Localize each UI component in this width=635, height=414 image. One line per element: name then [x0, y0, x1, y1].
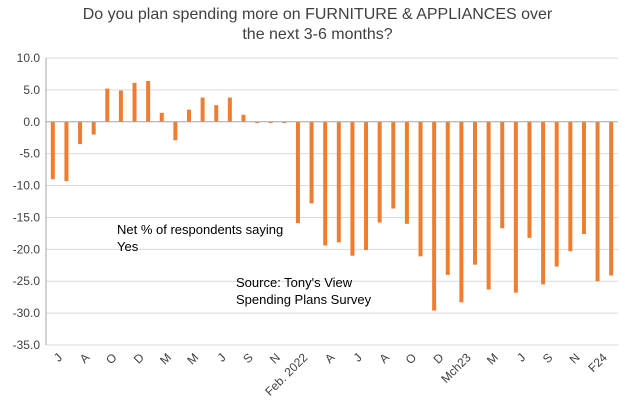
respondents-note: Net % of respondents saying Yes [117, 221, 283, 255]
bar [486, 121, 491, 290]
bar [227, 97, 232, 122]
bar [554, 121, 559, 267]
bar [146, 80, 151, 122]
y-tick-label: 10.0 [17, 51, 41, 65]
x-tick-label: O [403, 350, 420, 367]
x-tick-label: N [567, 350, 583, 366]
x-tick-label: A [77, 350, 93, 366]
bar [159, 112, 164, 122]
bar [609, 121, 614, 276]
x-tick-label: O [103, 350, 120, 367]
bar [350, 121, 355, 256]
bar [255, 121, 260, 124]
y-tick-label: -10.0 [13, 179, 41, 193]
x-tick-label: J [214, 350, 228, 364]
bar [418, 121, 423, 257]
bar [214, 105, 219, 122]
x-tick-label: J [351, 350, 365, 364]
bar [581, 121, 586, 235]
bar [445, 121, 450, 275]
chart-title-line-2: the next 3-6 months? [242, 26, 393, 43]
bar [336, 121, 341, 243]
y-tick-label: 0.0 [23, 115, 40, 129]
bar [241, 114, 246, 122]
x-tick-label: D [131, 350, 147, 366]
y-tick-label: -5.0 [19, 147, 40, 161]
y-tick-label: -30.0 [13, 306, 41, 320]
respondents-note-line-1: Net % of respondents saying [117, 222, 284, 237]
bar [295, 121, 300, 224]
bar [459, 121, 464, 303]
bar [513, 121, 518, 293]
bar [473, 121, 477, 265]
y-tick-labels: 10.0 5.0 0.0 -5.0 -10.0 -15.0 -20.0 -25.0 -30.0 -… [13, 51, 41, 352]
bar [568, 121, 573, 252]
bar [105, 88, 110, 122]
x-tick-label: J [514, 350, 528, 364]
x-tick-label: A [322, 350, 338, 366]
bar [282, 121, 287, 124]
bar [50, 121, 55, 180]
y-tick-label: -25.0 [13, 274, 41, 288]
x-tick-label: A [376, 350, 392, 366]
grid-lines [46, 57, 618, 346]
y-tick-label: -35.0 [13, 338, 41, 352]
bar [91, 121, 96, 135]
bar [541, 121, 546, 285]
axes [45, 58, 618, 345]
x-tick-label: S [240, 350, 256, 366]
bar [432, 121, 437, 311]
bar [391, 121, 396, 209]
bar [78, 121, 83, 145]
x-tick-label: M [157, 350, 174, 367]
respondents-note-line-2: Yes [117, 239, 139, 254]
chart-title-line-1: Do you plan spending more on FURNITURE &… [82, 6, 553, 23]
bar [200, 97, 205, 122]
source-note-line-2: Spending Plans Survey [236, 292, 372, 307]
bar [173, 121, 178, 141]
bar [268, 121, 273, 124]
x-tick-label: N [267, 350, 283, 366]
x-tick-label: M [484, 350, 501, 367]
x-tick-label: S [540, 350, 556, 366]
bars [50, 80, 614, 311]
y-tick-label: -15.0 [13, 210, 41, 224]
bar [64, 121, 69, 182]
bar [527, 121, 532, 238]
x-tick-label: D [430, 350, 446, 366]
bar [132, 82, 137, 122]
x-tick-label: M [184, 350, 201, 367]
x-tick-label: J [51, 350, 65, 364]
y-tick-label: 5.0 [23, 83, 40, 97]
bar [377, 121, 382, 223]
x-tick-label: Mch23 [438, 350, 474, 386]
bar [595, 121, 600, 282]
bar [500, 121, 505, 229]
bar [404, 121, 409, 224]
source-note: Source: Tony's View Spending Plans Surve… [236, 274, 371, 308]
y-tick-label: -20.0 [13, 242, 41, 256]
bar [118, 90, 123, 122]
bar [364, 121, 369, 250]
bar [187, 109, 191, 122]
bar [309, 121, 314, 204]
bar [323, 121, 328, 246]
source-note-line-1: Source: Tony's View [236, 275, 353, 290]
x-tick-label: F24 [585, 350, 610, 375]
